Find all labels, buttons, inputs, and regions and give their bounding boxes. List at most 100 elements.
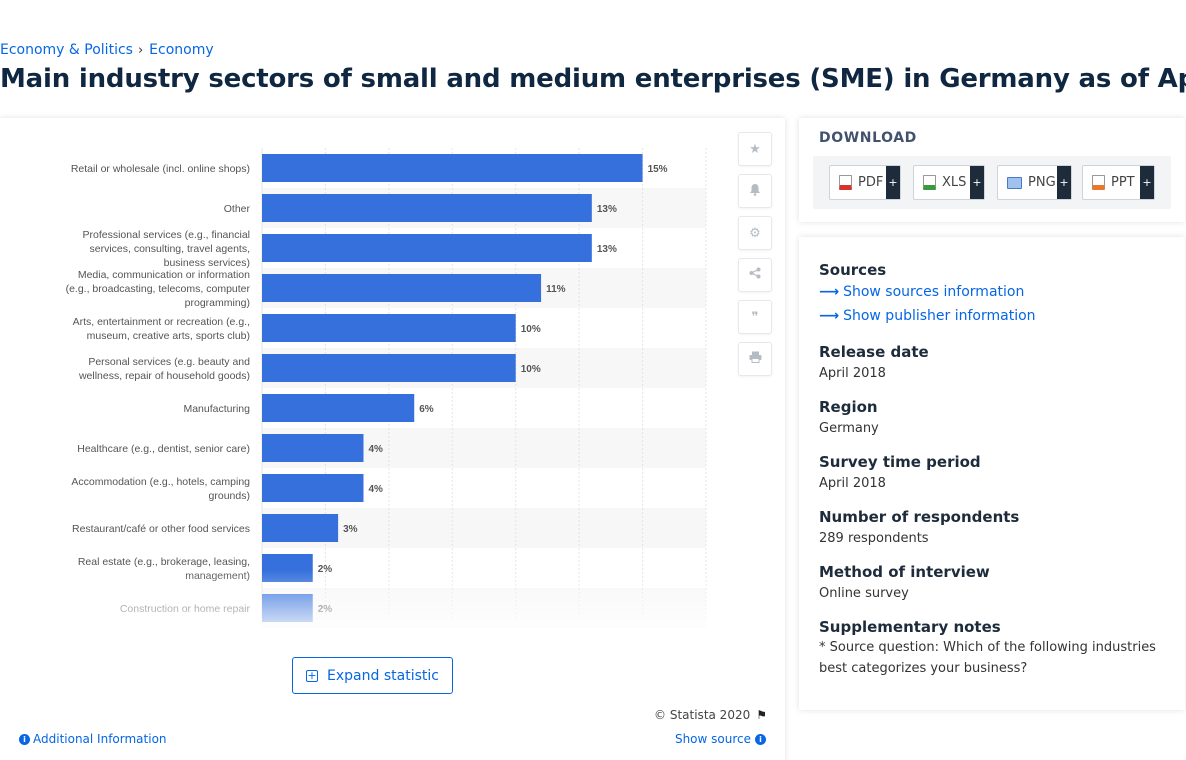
category-label: Personal services (e.g. beauty and wellne…: [78, 356, 250, 382]
category-label-line: Manufacturing: [183, 403, 250, 415]
show-source-link[interactable]: Show source i: [675, 732, 766, 746]
category-label: Accommodation (e.g., hotels, camping grou…: [71, 476, 250, 502]
category-label-line: museum, creative arts, sports club): [87, 330, 250, 342]
statistic-info-card: Sources ⟶ Show sources information ⟶ Show …: [799, 237, 1185, 710]
expand-statistic-label: Expand statistic: [327, 667, 439, 684]
category-label: Media, communication or information (e.g.…: [66, 269, 251, 309]
category-label: Healthcare (e.g., dentist, senior care): [77, 443, 250, 455]
download-xls-button[interactable]: XLS +: [913, 165, 985, 200]
category-label-line: Personal services (e.g. beauty and: [88, 356, 250, 368]
show-publisher-label: Show publisher information: [843, 308, 1036, 324]
additional-information-link[interactable]: i Additional Information: [19, 732, 167, 746]
notify-button[interactable]: [738, 174, 772, 208]
bar[interactable]: [262, 194, 592, 222]
chart-toolbar: ★ ⚙ ❞: [738, 132, 772, 384]
breadcrumb-item-economy-politics[interactable]: Economy & Politics: [0, 42, 133, 58]
category-label-line: Media, communication or information: [78, 269, 250, 281]
bar-value-label: 6%: [419, 404, 434, 415]
share-button[interactable]: [738, 258, 772, 292]
plus-icon: +: [1140, 166, 1154, 199]
expand-statistic-button[interactable]: + Expand statistic: [292, 657, 453, 694]
download-xls-label: XLS: [942, 175, 967, 190]
bar[interactable]: [262, 394, 415, 422]
bar-value-label: 10%: [521, 364, 541, 375]
category-label-line: Other: [224, 203, 251, 215]
bar-value-label: 4%: [368, 484, 383, 495]
chart-card: 15% Retail or wholesale (incl. online sho…: [0, 118, 785, 760]
plus-square-icon: +: [306, 669, 319, 682]
bar-value-label: 2%: [318, 564, 333, 575]
download-card: DOWNLOAD PDF + XLS + PNG + PPT +: [799, 118, 1185, 222]
release-date-heading: Release date: [819, 343, 929, 361]
breadcrumb-item-economy[interactable]: Economy: [149, 42, 214, 58]
fade-overlay: [0, 570, 720, 630]
cite-button[interactable]: ❞: [738, 300, 772, 334]
download-title: DOWNLOAD: [819, 130, 917, 146]
category-label-line: services, consulting, travel agents,: [90, 243, 251, 255]
png-file-icon: [1007, 176, 1022, 189]
plus-icon: +: [886, 166, 900, 199]
download-buttons: PDF + XLS + PNG + PPT +: [813, 156, 1171, 209]
category-label: Manufacturing: [183, 403, 250, 415]
category-label: Retail or wholesale (incl. online shops): [71, 163, 250, 175]
method-heading: Method of interview: [819, 563, 990, 581]
bar-value-label: 13%: [597, 244, 617, 255]
arrow-right-icon: ⟶: [819, 308, 840, 324]
release-date-value: April 2018: [819, 366, 886, 381]
show-sources-label: Show sources information: [843, 284, 1025, 300]
respondents-heading: Number of respondents: [819, 508, 1020, 526]
bar[interactable]: [262, 314, 516, 342]
category-label-line: Arts, entertainment or recreation (e.g.,: [73, 316, 250, 328]
star-icon: ★: [749, 141, 761, 157]
print-button[interactable]: [738, 342, 772, 376]
pdf-file-icon: [839, 175, 852, 190]
bar[interactable]: [262, 154, 643, 182]
bar[interactable]: [262, 274, 542, 302]
method-value: Online survey: [819, 586, 909, 601]
bar[interactable]: [262, 474, 364, 502]
category-label-line: Healthcare (e.g., dentist, senior care): [77, 443, 250, 455]
bar-value-label: 15%: [648, 164, 668, 175]
settings-button[interactable]: ⚙: [738, 216, 772, 250]
additional-information-label: Additional Information: [33, 732, 167, 746]
page-title: Main industry sectors of small and mediu…: [0, 64, 1186, 94]
info-icon: i: [755, 733, 766, 745]
bar[interactable]: [262, 354, 516, 382]
xls-file-icon: [923, 175, 936, 190]
survey-period-heading: Survey time period: [819, 453, 981, 471]
category-label-line: grounds): [209, 490, 250, 502]
bell-icon: [749, 183, 761, 200]
category-label: Other: [224, 203, 251, 215]
gear-icon: ⚙: [749, 225, 761, 241]
region-value: Germany: [819, 421, 879, 436]
bar-value-label: 11%: [546, 284, 566, 295]
download-pdf-label: PDF: [858, 175, 884, 190]
flag-icon[interactable]: ⚑: [756, 708, 767, 722]
download-pdf-button[interactable]: PDF +: [829, 165, 901, 200]
download-ppt-button[interactable]: PPT +: [1082, 165, 1155, 200]
category-label-line: programming): [185, 297, 250, 309]
arrow-right-icon: ⟶: [819, 284, 840, 300]
info-icon: i: [19, 733, 30, 745]
favorite-button[interactable]: ★: [738, 132, 772, 166]
supplementary-notes-value: * Source question: Which of the followin…: [819, 640, 1156, 676]
plus-icon: +: [1057, 166, 1071, 199]
respondents-value: 289 respondents: [819, 531, 929, 546]
bar[interactable]: [262, 514, 339, 542]
ppt-file-icon: [1092, 175, 1105, 190]
survey-period-value: April 2018: [819, 476, 886, 491]
category-label: Professional services (e.g., financial se…: [83, 229, 251, 269]
category-label-line: Retail or wholesale (incl. online shops): [71, 163, 250, 175]
bar[interactable]: [262, 434, 364, 462]
bar[interactable]: [262, 234, 592, 262]
download-png-button[interactable]: PNG +: [997, 165, 1072, 200]
show-source-label: Show source: [674, 732, 751, 746]
show-publisher-link[interactable]: ⟶ Show publisher information: [819, 308, 1036, 324]
bar-value-label: 13%: [597, 204, 617, 215]
category-label-line: Professional services (e.g., financial: [83, 229, 251, 241]
region-heading: Region: [819, 398, 878, 416]
breadcrumb-separator: ›: [137, 42, 144, 58]
download-png-label: PNG: [1028, 175, 1056, 190]
show-sources-link[interactable]: ⟶ Show sources information: [819, 284, 1024, 300]
share-icon: [749, 267, 761, 283]
